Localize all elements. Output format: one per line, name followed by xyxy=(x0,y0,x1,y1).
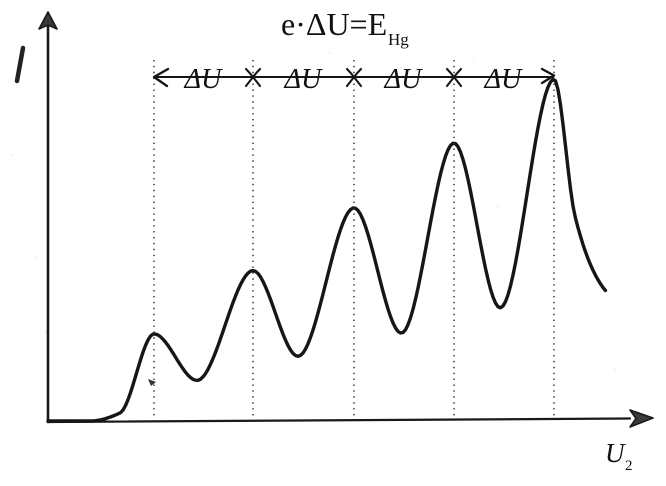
svg-text:2: 2 xyxy=(625,458,633,474)
svg-text:ΔU: ΔU xyxy=(284,64,323,95)
svg-text:Hg: Hg xyxy=(388,30,409,49)
svg-text:ΔU: ΔU xyxy=(484,64,523,95)
svg-text:ΔU: ΔU xyxy=(384,64,423,95)
svg-text:e·ΔU=E: e·ΔU=E xyxy=(281,6,387,42)
svg-text:U: U xyxy=(605,438,626,468)
svg-text:ΔU: ΔU xyxy=(184,64,223,95)
